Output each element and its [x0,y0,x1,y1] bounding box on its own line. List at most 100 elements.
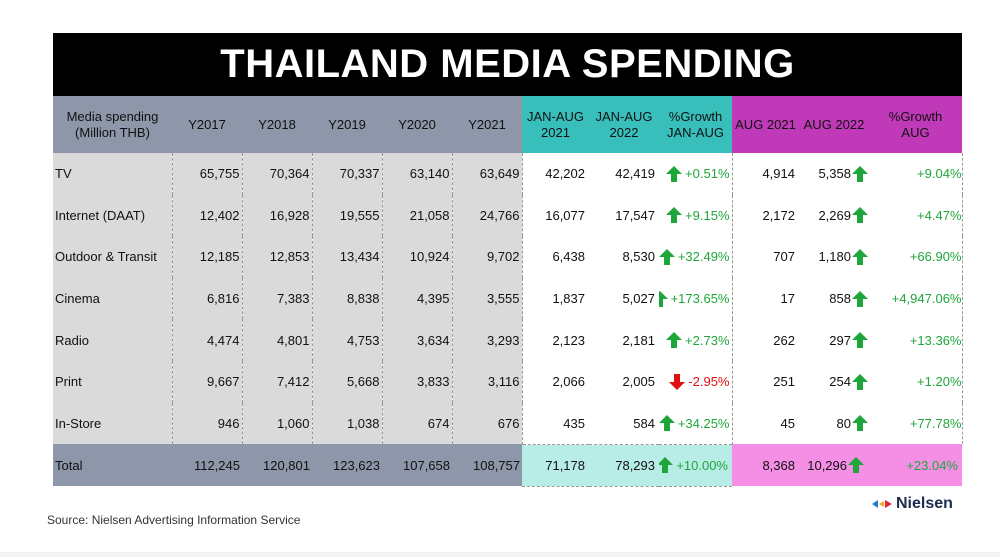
media-label-cell: Outdoor & Transit [53,236,172,278]
aug-2022-wrapper: 297 [799,331,869,349]
arrow-up-icon [852,373,868,390]
nielsen-logo-icon [872,498,892,510]
arrow-up-icon [852,248,868,265]
growth-value: -2.95% [688,374,730,390]
aug-2022-cell: 297 [799,319,869,361]
jan-aug-2022-cell: 584 [589,402,659,445]
year-value-cell: 4,395 [381,277,452,320]
aug-2022-cell: 10,296 [799,444,869,487]
jan-aug-2022-cell: 2,005 [589,360,659,403]
year-value-cell: 3,833 [381,360,452,403]
table-row: Outdoor & Transit 12,185 12,853 13,434 10,92… [53,236,963,278]
jan-aug-2022-cell: 8,530 [589,236,659,278]
aug-2022-value: 10,296 [807,457,847,473]
table-row: TV 65,755 70,364 70,337 63,140 63,649 42,202 42… [53,153,963,195]
year-value-cell: 3,555 [451,277,522,320]
year-value-cell: 3,293 [451,319,522,361]
growth-value: +34.25% [677,415,730,431]
arrow-up-icon [666,165,683,182]
year-value-cell: 12,185 [171,236,242,278]
aug-growth-value: +1.20% [917,374,962,390]
aug-growth-cell: +4.47% [869,194,963,237]
year-value-cell: 6,816 [171,277,242,320]
aug-2022-value: 254 [829,374,851,390]
jan-aug-2022-cell: 2,181 [589,319,659,361]
header-jan-2022-line1: JAN-AUG [595,108,653,124]
aug-growth-value: +13.36% [909,332,962,348]
year-value-cell: 112,245 [172,444,242,487]
aug-2021-cell: 4,914 [732,153,799,195]
growth-wrapper: +32.49% [659,248,730,266]
header-aug-2021: AUG 2021 [732,96,799,153]
aug-2021-cell: 262 [732,319,799,361]
year-value-cell: 19,555 [311,194,382,237]
aug-2022-cell: 2,269 [799,194,869,237]
year-value-cell: 7,383 [241,277,312,320]
year-value-cell: 24,766 [451,194,522,237]
aug-2022-value: 80 [836,415,851,431]
aug-2022-wrapper: 80 [799,414,869,432]
media-label-cell: In-Store [53,402,172,445]
header-row: Media spending (Million THB) Y2017 Y2018… [53,96,962,153]
header-jan-2021-line2: 2021 [541,124,570,140]
aug-growth-cell: +1.20% [869,360,963,403]
growth-value: +10.00% [676,457,728,473]
arrow-up-icon [659,457,674,474]
jan-aug-growth-cell: +10.00% [659,443,732,487]
jan-aug-2021-cell: 1,837 [521,277,589,320]
year-value-cell: 123,623 [312,444,382,487]
aug-2022-wrapper: 2,269 [799,206,869,224]
growth-value: +32.49% [677,249,730,265]
arrow-up-icon [852,290,868,307]
aug-growth-value: +23.04% [906,457,958,473]
header-aug-growth-line1: %Growth [888,108,943,124]
year-value-cell: 1,038 [311,402,382,445]
aug-2022-value: 2,269 [818,207,851,223]
year-value-cell: 63,649 [451,153,522,195]
arrow-up-icon [852,415,868,432]
arrow-down-icon [669,373,686,390]
aug-2022-value: 297 [829,332,851,348]
header-label-line2: (Million THB) [75,124,150,140]
aug-growth-cell: +77.78% [869,402,963,445]
year-value-cell: 9,667 [171,360,242,403]
aug-2022-wrapper: 254 [799,373,869,391]
aug-2022-value: 5,358 [818,166,851,182]
jan-aug-2021-cell: 2,123 [521,319,589,361]
nielsen-logo-text: Nielsen [896,495,953,512]
aug-growth-value: +9.04% [917,166,962,182]
jan-aug-2022-cell: 17,547 [589,194,659,237]
jan-aug-growth-cell: +0.51% [659,153,733,195]
growth-value: +0.51% [685,166,730,182]
growth-wrapper: +9.15% [659,206,730,224]
header-year: Y2021 [452,96,522,153]
year-value-cell: 4,474 [171,319,242,361]
aug-growth-value: +66.90% [909,249,962,265]
jan-aug-growth-cell: +173.65% [659,277,733,320]
year-value-cell: 70,364 [241,153,312,195]
year-value-cell: 674 [381,402,452,445]
aug-2022-wrapper: 5,358 [799,165,869,183]
aug-2021-cell: 251 [732,360,799,403]
year-value-cell: 4,753 [311,319,382,361]
arrow-up-icon [659,248,675,265]
aug-2022-wrapper: 1,180 [799,248,869,266]
year-value-cell: 5,668 [311,360,382,403]
table-body: TV 65,755 70,364 70,337 63,140 63,649 42,202 42… [53,153,963,445]
header-jan-growth-line2: JAN-AUG [666,124,725,140]
aug-growth-value: +4,947.06% [891,291,962,307]
media-label-cell: Cinema [53,277,172,320]
aug-2021-cell: 45 [732,402,799,445]
jan-aug-2021-cell: 42,202 [521,153,589,195]
jan-aug-growth-cell: +34.25% [659,402,733,445]
header-year: Y2020 [382,96,452,153]
aug-2021-cell: 707 [732,236,799,278]
year-value-cell: 13,434 [311,236,382,278]
table-row: Print 9,667 7,412 5,668 3,833 3,116 2,066 2,005… [53,360,963,403]
year-value-cell: 107,658 [382,444,452,487]
header-jan-aug-2021: JAN-AUG 2021 [522,96,589,153]
year-value-cell: 8,838 [311,277,382,320]
header-media-spending: Media spending (Million THB) [53,96,172,153]
media-label-cell: Radio [53,319,172,361]
jan-aug-2021-cell: 71,178 [522,443,589,487]
